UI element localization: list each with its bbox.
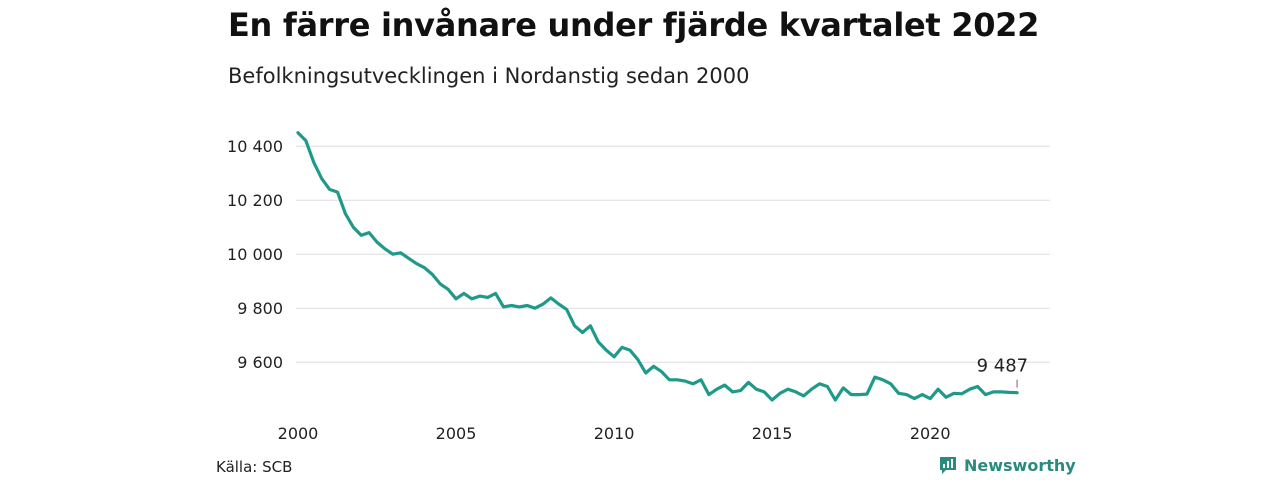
source-note: Källa: SCB — [216, 458, 293, 476]
y-axis-ticks: 9 600 9 800 10 000 10 200 10 400 — [227, 137, 283, 372]
chart-subtitle: Befolkningsutvecklingen i Nordanstig sed… — [228, 64, 750, 88]
bar-chart-icon — [940, 457, 956, 474]
y-tick-label: 10 000 — [227, 245, 283, 264]
brand-logo[interactable]: Newsworthy — [938, 455, 1076, 475]
x-tick-label: 2010 — [594, 424, 635, 443]
y-tick-label: 10 200 — [227, 191, 283, 210]
last-value-label: 9 487 — [977, 356, 1029, 377]
y-tick-label: 9 800 — [237, 299, 283, 318]
x-tick-label: 2015 — [752, 424, 793, 443]
y-tick-label: 9 600 — [237, 353, 283, 372]
x-tick-label: 2005 — [436, 424, 477, 443]
grid-lines — [296, 145, 1050, 363]
chart-title: En färre invånare under fjärde kvartalet… — [228, 6, 1040, 44]
brand-name: Newsworthy — [964, 455, 1076, 475]
x-tick-label: 2020 — [910, 424, 951, 443]
y-tick-label: 10 400 — [227, 137, 283, 156]
series-layer — [296, 131, 1019, 402]
annotation-layer: 9 487 — [977, 356, 1029, 388]
x-axis-ticks: 2000 2005 2010 2015 2020 — [278, 424, 951, 443]
series-line — [296, 131, 1019, 402]
x-tick-label: 2000 — [278, 424, 319, 443]
